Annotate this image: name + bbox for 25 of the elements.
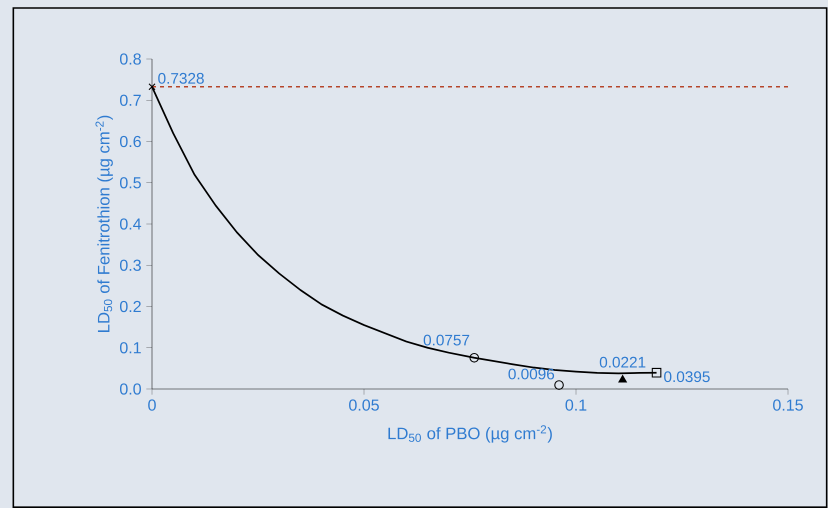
x-axis-title: LD$_{50}$ of PBO (µg cm$^{-2}$): [388, 425, 552, 443]
x-tick-label: 0: [148, 399, 156, 411]
y-tick-label: 0.1: [120, 342, 141, 354]
data-label: 0.0757: [424, 334, 470, 346]
y-tick-label: 0.6: [120, 136, 141, 148]
y-tick-label: 0.4: [120, 218, 142, 230]
data-label: 0.0221: [600, 356, 646, 368]
data-label: 0.0096: [508, 368, 554, 380]
data-label: 0.7328: [158, 72, 204, 84]
point: [469, 352, 480, 363]
x-tick-label: 0.15: [773, 399, 803, 411]
y-tick-label: 0.5: [120, 177, 141, 188]
data-label: 0.0395: [664, 371, 710, 382]
x-tick-label: 0.1: [566, 399, 586, 411]
y-tick-label: 0.0: [120, 383, 141, 395]
x-tick-label: 0.05: [349, 399, 379, 411]
y-tick-label: 0.7: [120, 94, 141, 106]
y-tick-label: 0.2: [120, 300, 141, 312]
point: [618, 375, 627, 383]
y-axis-title: LD$_{50}$ of Fenitrothion (µg cm$^{-2}$): [95, 116, 113, 332]
point: [554, 380, 564, 390]
y-tick-label: 0.8: [120, 53, 141, 65]
point: [652, 368, 662, 378]
y-tick-label: 0.3: [120, 260, 141, 271]
point: [148, 83, 156, 90]
